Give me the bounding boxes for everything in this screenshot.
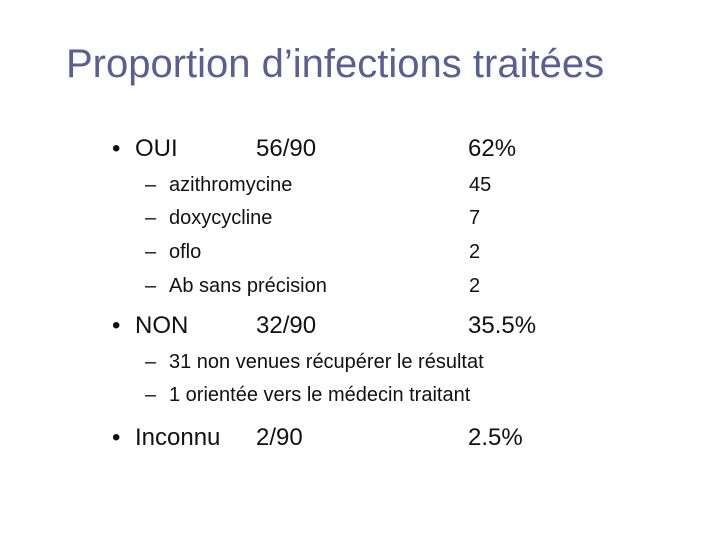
bullet: • bbox=[112, 135, 121, 162]
oui-item-value: 45 bbox=[469, 174, 492, 196]
inconnu-label: Inconnu bbox=[135, 424, 221, 451]
bullet: • bbox=[112, 424, 121, 451]
dash: – bbox=[145, 351, 157, 373]
oui-item-value: 2 bbox=[469, 241, 481, 263]
non-item-label: 1 orientée vers le médecin traitant bbox=[169, 384, 471, 406]
oui-item-value: 7 bbox=[469, 207, 481, 229]
oui-fraction: 56/90 bbox=[256, 135, 317, 162]
dash: – bbox=[145, 207, 157, 229]
dash: – bbox=[145, 275, 157, 297]
inconnu-percent: 2.5% bbox=[468, 424, 523, 451]
dash: – bbox=[145, 241, 157, 263]
dash: – bbox=[145, 174, 157, 196]
non-item-label: 31 non venues récupérer le résultat bbox=[169, 351, 484, 373]
oui-item-label: azithromycine bbox=[169, 174, 293, 196]
oui-item-label: oflo bbox=[169, 241, 202, 263]
dash: – bbox=[145, 384, 157, 406]
oui-item-value: 2 bbox=[469, 275, 481, 297]
inconnu-fraction: 2/90 bbox=[256, 424, 303, 451]
bullet: • bbox=[112, 312, 121, 339]
oui-item-label: Ab sans précision bbox=[169, 275, 327, 297]
oui-item-label: doxycycline bbox=[169, 207, 273, 229]
oui-label: OUI bbox=[135, 135, 178, 162]
non-fraction: 32/90 bbox=[256, 312, 317, 339]
non-percent: 35.5% bbox=[468, 312, 537, 339]
slide-title: Proportion d’infections traitées bbox=[66, 42, 605, 86]
oui-percent: 62% bbox=[468, 135, 517, 162]
non-label: NON bbox=[135, 312, 189, 339]
